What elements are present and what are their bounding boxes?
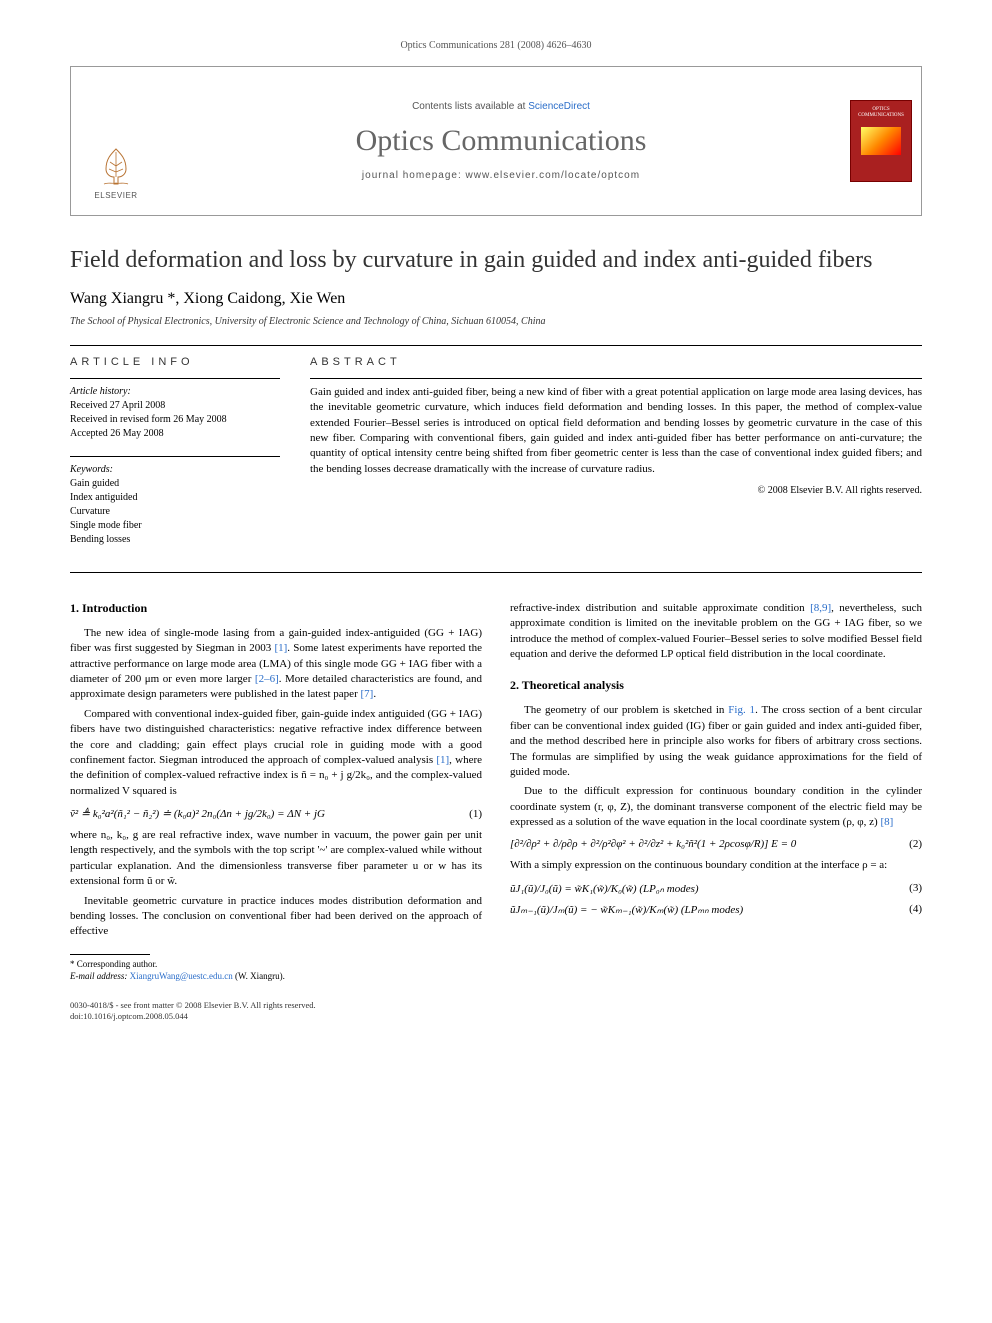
running-header: Optics Communications 281 (2008) 4626–46… [70,40,922,51]
intro-para-4: Inevitable geometric curvature in practi… [70,894,482,940]
intro-para-2: Compared with conventional index-guided … [70,707,482,799]
cover-thumb-block: OPTICS COMMUNICATIONS [841,67,921,215]
meta-abstract-row: ARTICLE INFO Article history: Received 2… [70,356,922,562]
history-received: Received 27 April 2008 [70,399,280,413]
text: Due to the difficult expression for cont… [510,785,922,828]
equation-2: [∂²/∂ρ² + ∂/ρ∂ρ + ∂²/ρ²∂φ² + ∂²/∂z² + k₀… [510,838,796,850]
corresponding-author-note: * Corresponding author. [70,959,482,971]
ref-link-8-9[interactable]: [8,9] [810,602,831,614]
journal-banner: ELSEVIER Contents lists available at Sci… [70,66,922,216]
ref-link-1b[interactable]: [1] [436,754,449,766]
article-history: Article history: Received 27 April 2008 … [70,385,280,441]
right-column: refractive-index distribution and suitab… [510,601,922,982]
ref-link-8[interactable]: [8] [880,816,893,828]
divider [310,378,922,379]
keyword: Index antiguided [70,491,280,505]
divider [70,378,280,379]
equation-1-row: ṽ² ≜ k₀²a²(ñ₁² − ñ₂²) ≐ (k₀a)² 2n₀(Δn + … [70,807,482,820]
contents-prefix: Contents lists available at [412,101,528,112]
equation-4-row: ũJₘ₋₁(ũ)/Jₘ(ũ) = − w̃Kₘ₋₁(w̃)/Kₘ(w̃) (LP… [510,903,922,916]
footnote-separator [70,954,150,955]
authors-line: Wang Xiangru *, Xiong Caidong, Xie Wen [70,290,922,308]
ref-link-2-6[interactable]: [2–6] [255,673,279,685]
keyword: Single mode fiber [70,519,280,533]
publisher-logo-block: ELSEVIER [71,67,161,215]
page-footer: 0030-4018/$ - see front matter © 2008 El… [70,1000,922,1022]
journal-name: Optics Communications [356,124,647,158]
ref-link-1[interactable]: [1] [274,642,287,654]
text: Compared with conventional index-guided … [70,708,482,766]
fig-1-link[interactable]: Fig. 1 [728,704,755,716]
history-heading: Article history: [70,385,280,399]
keyword: Curvature [70,505,280,519]
article-info-column: ARTICLE INFO Article history: Received 2… [70,356,280,562]
banner-center: Contents lists available at ScienceDirec… [161,67,841,215]
divider [70,572,922,573]
equation-3: ũJ₁(ũ)/J₀(ũ) = w̃K₁(w̃)/K₀(w̃) (LP₀ₙ mod… [510,882,699,895]
divider [70,456,280,457]
article-title: Field deformation and loss by curvature … [70,246,922,275]
cover-thumb-title: OPTICS COMMUNICATIONS [854,107,908,119]
affiliation: The School of Physical Electronics, Univ… [70,316,922,327]
equation-2-number: (2) [909,838,922,850]
keyword: Gain guided [70,477,280,491]
footer-doi: doi:10.1016/j.optcom.2008.05.044 [70,1011,922,1022]
footer-front-matter: 0030-4018/$ - see front matter © 2008 El… [70,1000,922,1011]
cover-thumb-image [861,127,901,155]
sec2-para-1: The geometry of our problem is sketched … [510,703,922,780]
divider [70,345,922,346]
equation-3-number: (3) [909,882,922,894]
sec2-para-2: Due to the difficult expression for cont… [510,784,922,830]
left-column: 1. Introduction The new idea of single-m… [70,601,482,982]
sciencedirect-link[interactable]: ScienceDirect [528,101,590,112]
email-footnote: E-mail address: XiangruWang@uestc.edu.cn… [70,971,482,983]
abstract-copyright: © 2008 Elsevier B.V. All rights reserved… [310,485,922,496]
history-accepted: Accepted 26 May 2008 [70,427,280,441]
section-1-heading: 1. Introduction [70,601,482,616]
text: The geometry of our problem is sketched … [524,704,728,716]
keywords-heading: Keywords: [70,463,280,477]
email-label: E-mail address: [70,971,130,981]
equation-4: ũJₘ₋₁(ũ)/Jₘ(ũ) = − w̃Kₘ₋₁(w̃)/Kₘ(w̃) (LP… [510,903,743,916]
intro-para-1: The new idea of single-mode lasing from … [70,626,482,703]
homepage-prefix: journal homepage: [362,170,466,181]
keyword: Bending losses [70,533,280,547]
abstract-text: Gain guided and index anti-guided fiber,… [310,385,922,477]
equation-4-number: (4) [909,903,922,915]
publisher-name: ELSEVIER [94,191,137,200]
abstract-label: ABSTRACT [310,356,922,368]
keywords-block: Keywords: Gain guided Index antiguided C… [70,463,280,547]
equation-3-row: ũJ₁(ũ)/J₀(ũ) = w̃K₁(w̃)/K₀(w̃) (LP₀ₙ mod… [510,882,922,895]
email-suffix: (W. Xiangru). [233,971,285,981]
elsevier-logo: ELSEVIER [86,137,146,207]
sec2-para-3: With a simply expression on the continuo… [510,858,922,873]
body-columns: 1. Introduction The new idea of single-m… [70,601,922,982]
equation-1: ṽ² ≜ k₀²a²(ñ₁² − ñ₂²) ≐ (k₀a)² 2n₀(Δn + … [70,807,325,820]
text: . [373,688,376,700]
journal-cover-thumb: OPTICS COMMUNICATIONS [850,100,912,182]
contents-available-line: Contents lists available at ScienceDirec… [412,101,590,112]
journal-homepage-line: journal homepage: www.elsevier.com/locat… [362,170,640,181]
article-info-label: ARTICLE INFO [70,356,280,368]
author-email-link[interactable]: XiangruWang@uestc.edu.cn [130,971,233,981]
ref-link-7[interactable]: [7] [360,688,373,700]
section-2-heading: 2. Theoretical analysis [510,678,922,693]
text: refractive-index distribution and suitab… [510,602,810,614]
history-revised: Received in revised form 26 May 2008 [70,413,280,427]
equation-1-number: (1) [469,808,482,820]
col2-para-1: refractive-index distribution and suitab… [510,601,922,663]
equation-2-row: [∂²/∂ρ² + ∂/ρ∂ρ + ∂²/ρ²∂φ² + ∂²/∂z² + k₀… [510,838,922,850]
homepage-url: www.elsevier.com/locate/optcom [466,170,641,181]
abstract-column: ABSTRACT Gain guided and index anti-guid… [310,356,922,562]
elsevier-tree-icon [96,144,136,189]
intro-para-3: where n₀, k₀, g are real refractive inde… [70,828,482,890]
